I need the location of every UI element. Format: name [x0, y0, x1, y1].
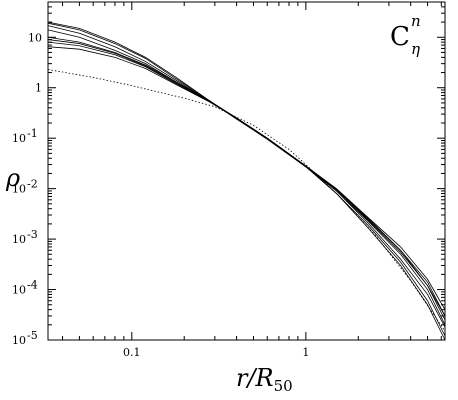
annotation-sub: η [411, 40, 420, 58]
annotation-base: C [390, 22, 410, 52]
y-tick-label: 10 [28, 31, 42, 44]
series-line [47, 29, 446, 317]
y-tick-label-exp: -3 [27, 228, 38, 241]
x-tick-label: 0.1 [123, 346, 141, 359]
x-axis-label-main: r/R [236, 364, 274, 392]
y-tick-label: 10 [12, 233, 26, 246]
dotted-series-line [47, 69, 446, 332]
y-tick-label-exp: -1 [27, 127, 38, 140]
x-tick-label: 1 [302, 346, 309, 359]
series-group [47, 21, 446, 341]
y-tick-label-exp: -4 [27, 279, 38, 292]
series-line [47, 39, 446, 321]
y-tick-label: 1 [35, 82, 42, 95]
x-axis-label-sub: 50 [274, 377, 293, 395]
series-line [47, 46, 446, 317]
series-line [47, 41, 446, 310]
y-tick-label: 10 [12, 284, 26, 297]
axis-ticks [48, 1, 445, 341]
series-line [47, 25, 446, 341]
plot-frame [47, 1, 446, 341]
y-tick-label-exp: -5 [27, 329, 38, 342]
series-line [47, 21, 446, 337]
x-axis-label: r/R50 [236, 364, 293, 395]
y-tick-label: 10 [12, 183, 26, 196]
series-line [47, 22, 446, 328]
y-tick-label-exp: -2 [27, 178, 38, 191]
y-axis-label: ρ [5, 164, 20, 192]
panel-annotation: C [390, 22, 410, 52]
y-tick-label: 10 [12, 334, 26, 347]
y-tick-label: 10 [12, 132, 26, 145]
annotation-sup: n [411, 12, 421, 30]
